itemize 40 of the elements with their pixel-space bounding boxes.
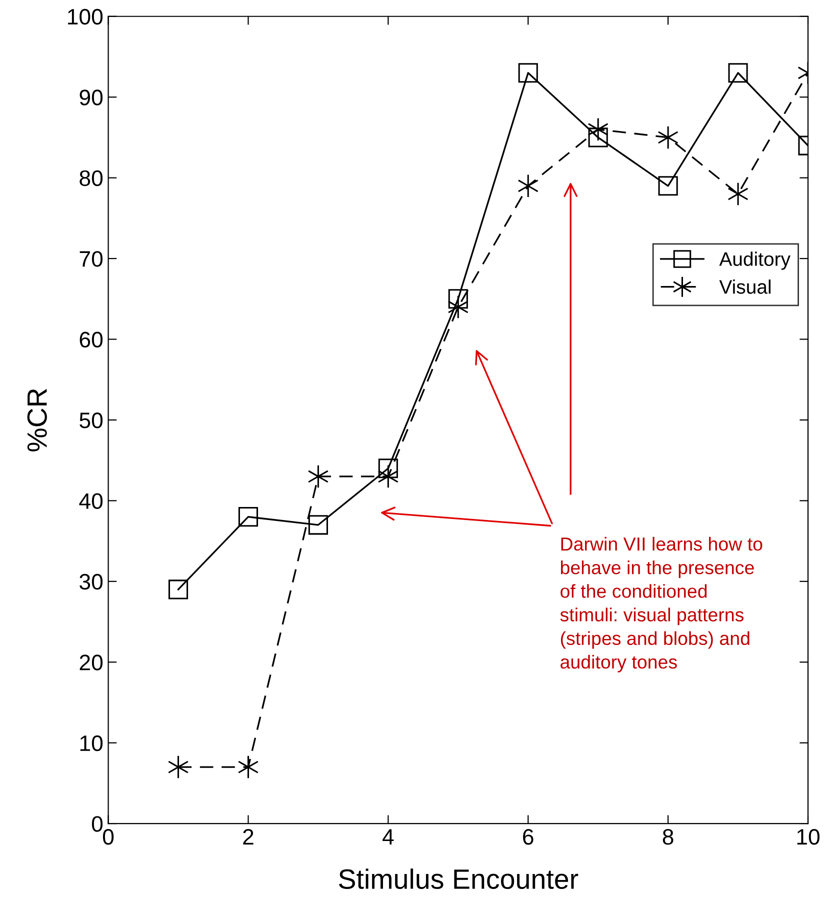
y-tick-label: 40 — [79, 493, 103, 509]
point — [238, 755, 259, 779]
x-axis-title: Stimulus Encounter — [338, 868, 578, 889]
x-tick-label: 6 — [523, 829, 534, 845]
point — [658, 176, 678, 196]
legend-label: Visual — [719, 280, 770, 294]
point — [588, 118, 608, 142]
y-tick-label: 0 — [92, 816, 103, 832]
y-tick-label: 30 — [80, 574, 103, 590]
point — [238, 507, 258, 527]
point — [168, 580, 188, 600]
x-tick-label: 4 — [382, 829, 394, 845]
y-tick-label: 70 — [80, 251, 103, 267]
point — [378, 458, 398, 478]
point — [378, 464, 399, 488]
point — [518, 174, 539, 198]
y-tick-label: 10 — [80, 735, 103, 752]
point — [308, 515, 328, 535]
point — [588, 128, 608, 148]
x-tick-label: 0 — [102, 829, 114, 845]
point — [448, 289, 468, 309]
y-tick-label: 20 — [80, 654, 103, 670]
y-tick-label: 60 — [80, 332, 103, 348]
x-tick-label: 2 — [243, 829, 254, 845]
y-tick-label: 80 — [80, 170, 103, 186]
point — [308, 464, 329, 488]
y-tick-label: 100 — [68, 8, 103, 25]
x-tick-label: 10 — [797, 829, 820, 845]
point — [658, 126, 678, 150]
y-axis-title: %CR — [27, 388, 47, 452]
point — [448, 295, 469, 319]
point — [168, 755, 189, 779]
annotation: Darwin VII learns how to behave in the presence of the conditioned stimuli: visual patterns (stripes and blobs) and auditory tones — [560, 536, 762, 672]
point — [728, 63, 748, 83]
legend-label: Auditory — [719, 252, 790, 270]
x-tick-label: 8 — [662, 829, 674, 845]
point — [518, 63, 538, 83]
y-tick-label: 90 — [80, 90, 103, 106]
y-tick-label: 50 — [80, 412, 103, 428]
point — [728, 182, 748, 206]
